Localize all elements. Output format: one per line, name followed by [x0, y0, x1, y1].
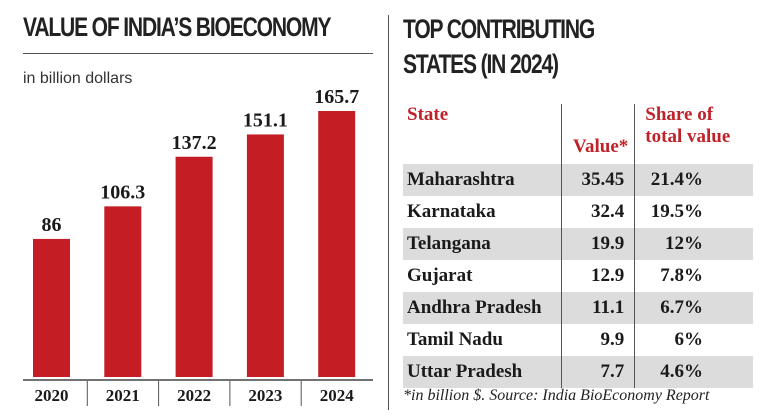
- x-tick-label: 2024: [320, 386, 355, 405]
- x-tick-label: 2023: [248, 386, 282, 405]
- bar-2024: [318, 111, 356, 377]
- cell-state: Karnataka: [407, 201, 496, 222]
- title-divider: [23, 53, 373, 54]
- table-row: Tamil Nadu 9.9 6%: [403, 324, 753, 356]
- header-value: Value*: [560, 104, 636, 164]
- bar-2020: [33, 238, 70, 377]
- table-header: State Value* Share of total value: [403, 104, 753, 164]
- bar-2023: [246, 134, 284, 377]
- data-label: 106.3: [100, 181, 145, 203]
- cell-share: 6.7%: [634, 292, 753, 324]
- table-row: Karnataka 32.4 19.5%: [403, 196, 753, 228]
- cell-value: 35.45: [560, 164, 636, 196]
- header-share: Share of total value: [635, 104, 753, 164]
- chart-subtitle: in billion dollars: [23, 70, 133, 87]
- header-state: State: [407, 104, 449, 125]
- cell-share: 4.6%: [634, 356, 753, 388]
- cell-state: Uttar Pradesh: [403, 356, 562, 388]
- cell-state: Gujarat: [407, 265, 473, 286]
- data-label: 137.2: [172, 132, 217, 154]
- cell-share: 19.5%: [650, 201, 703, 222]
- cell-share: 21.4%: [634, 164, 753, 196]
- cell-value: 32.4: [560, 196, 636, 228]
- cell-value: 12.9: [560, 260, 636, 292]
- cell-state: Maharashtra: [403, 164, 562, 196]
- cell-share: 6%: [674, 329, 704, 350]
- cell-value: 7.7: [560, 356, 636, 388]
- x-tick-label: 2021: [106, 386, 140, 405]
- data-label: 86: [42, 214, 62, 236]
- data-label: 151.1: [243, 109, 288, 131]
- bar-2022: [175, 156, 213, 377]
- cell-state: Tamil Nadu: [407, 329, 503, 350]
- bar-2021: [104, 206, 142, 377]
- chart-title: VALUE OF INDIA’S BIOECONOMY: [23, 12, 332, 42]
- header-share-line2: total value: [645, 126, 731, 147]
- table-title-line2: STATES (IN 2024): [403, 49, 559, 79]
- x-tick-label: 2020: [35, 386, 69, 405]
- table-title-line1: TOP CONTRIBUTING: [403, 14, 595, 44]
- cell-share: 12%: [634, 228, 753, 260]
- table-row: Uttar Pradesh 7.7 4.6%: [403, 356, 753, 388]
- panel-divider: [388, 15, 389, 410]
- table-row: Maharashtra 35.45 21.4%: [403, 164, 753, 196]
- cell-state: Telangana: [403, 228, 562, 260]
- cell-value: 9.9: [560, 324, 636, 356]
- table-row: Andhra Pradesh 11.1 6.7%: [403, 292, 753, 324]
- cell-value: 11.1: [560, 292, 636, 324]
- states-table: State Value* Share of total value Maharas…: [403, 104, 753, 388]
- footnote: *in billion $. Source: India BioEconomy …: [403, 387, 710, 404]
- header-share-line1: Share of: [645, 104, 714, 125]
- table-row: Gujarat 12.9 7.8%: [403, 260, 753, 292]
- data-label: 165.7: [314, 86, 359, 108]
- cell-share: 7.8%: [660, 265, 703, 286]
- bar-chart: 86 2020 106.3 2021 137.2 2022 151.1 2023 165.7 20…: [23, 86, 373, 406]
- cell-value: 19.9: [560, 228, 636, 260]
- x-tick-label: 2022: [177, 386, 211, 405]
- cell-state: Andhra Pradesh: [403, 292, 562, 324]
- table-title: TOP CONTRIBUTING STATES (IN 2024): [403, 12, 595, 82]
- table-row: Telangana 19.9 12%: [403, 228, 753, 260]
